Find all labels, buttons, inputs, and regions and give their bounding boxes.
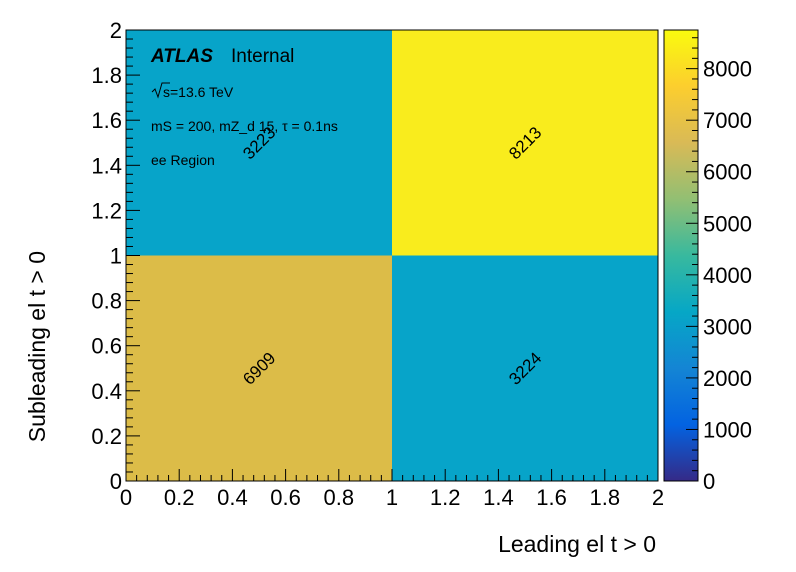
y-axis-title: Subleading el t > 0 xyxy=(24,251,50,442)
colorbar-tick-label: 4000 xyxy=(703,263,752,288)
x-axis-title: Leading el t > 0 xyxy=(498,531,656,557)
y-tick-label: 2 xyxy=(110,18,122,43)
x-tick-label: 0 xyxy=(120,485,132,510)
colorbar-tick-label: 1000 xyxy=(703,417,752,442)
y-tick-label: 1.4 xyxy=(91,153,122,178)
y-tick-label: 1.8 xyxy=(91,63,122,88)
model-annotation: mS = 200, mZ_d 15, τ = 0.1ns xyxy=(151,118,338,134)
y-tick-label: 1 xyxy=(110,244,122,269)
colorbar-scale xyxy=(663,29,699,482)
region-annotation: ee Region xyxy=(151,152,215,168)
atlas-label: ATLAS Internal xyxy=(150,46,294,67)
heatmap-cells xyxy=(126,30,658,481)
colorbar-tick-label: 6000 xyxy=(703,160,752,185)
colorbar-tick-label: 5000 xyxy=(703,211,752,236)
heatmap-cell-6909 xyxy=(126,255,392,481)
x-axis: 0 0.2 0.4 0.6 0.8 1 1.2 1.4 1.6 1.8 2 xyxy=(120,469,664,510)
colorbar-tick-label: 2000 xyxy=(703,366,752,391)
y-tick-label: 1.2 xyxy=(91,198,122,223)
heatmap-cell-3223 xyxy=(126,30,392,256)
y-axis: 0 0.2 0.4 0.6 0.8 1 1.2 1.4 1.6 1.8 2 xyxy=(91,18,140,494)
x-tick-label: 1.4 xyxy=(483,485,514,510)
x-tick-label: 1.2 xyxy=(430,485,461,510)
y-tick-label: 0.8 xyxy=(91,289,122,314)
y-tick-label: 1.6 xyxy=(91,108,122,133)
x-tick-label: 0.2 xyxy=(164,485,195,510)
colorbar-tick-label: 3000 xyxy=(703,314,752,339)
y-tick-label: 0.6 xyxy=(91,334,122,359)
x-tick-label: 1 xyxy=(386,485,398,510)
colorbar-tick-label: 0 xyxy=(703,469,715,494)
x-tick-label: 2 xyxy=(652,485,664,510)
y-tick-label: 0.4 xyxy=(91,379,122,404)
sqrt-symbol xyxy=(151,82,170,99)
colorbar: 0 1000 2000 3000 4000 5000 6000 7000 8000 xyxy=(663,29,752,494)
energy-label: s=13.6 TeV xyxy=(163,84,234,100)
colorbar-tick-label: 8000 xyxy=(703,57,752,82)
x-tick-label: 0.8 xyxy=(324,485,355,510)
x-tick-label: 0.4 xyxy=(217,485,248,510)
heatmap-cell-8213 xyxy=(392,30,658,256)
heatmap-cell-3224 xyxy=(392,255,658,481)
x-tick-label: 1.8 xyxy=(590,485,621,510)
y-tick-label: 0 xyxy=(110,469,122,494)
colorbar-tick-label: 7000 xyxy=(703,108,752,133)
atlas-status-label: Internal xyxy=(231,46,294,67)
x-tick-label: 1.6 xyxy=(536,485,567,510)
energy-annotation: s=13.6 TeV xyxy=(151,82,234,100)
y-tick-label: 0.2 xyxy=(91,424,122,449)
x-tick-label: 0.6 xyxy=(270,485,301,510)
atlas-experiment-label: ATLAS xyxy=(150,46,213,67)
